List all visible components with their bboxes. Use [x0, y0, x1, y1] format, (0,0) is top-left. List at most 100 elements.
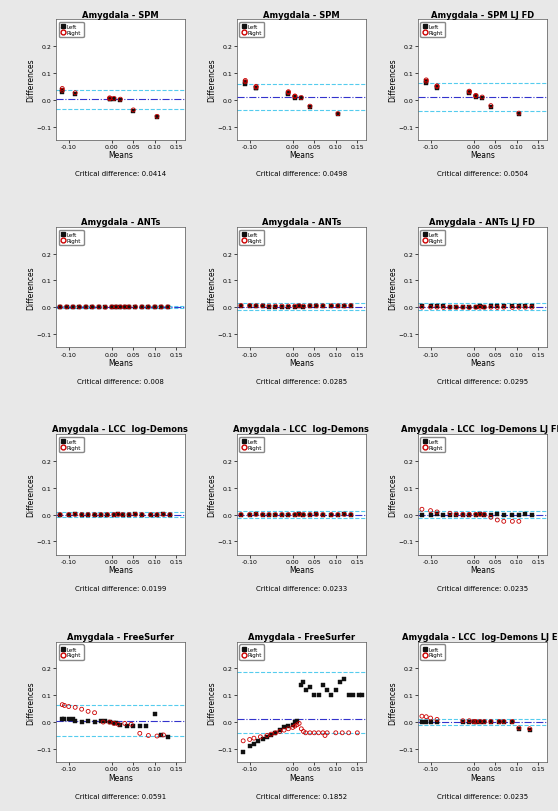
Point [334, 508, 343, 521]
Point [114, 508, 123, 521]
Point [514, 515, 523, 528]
Point [340, 300, 349, 313]
Point [475, 301, 484, 314]
Point [77, 703, 86, 716]
Point [499, 715, 508, 728]
Point [487, 101, 496, 114]
Point [299, 300, 308, 313]
Point [237, 300, 246, 313]
Point [136, 727, 145, 740]
Legend: Left, Right: Left, Right [239, 437, 264, 453]
Point [514, 722, 523, 735]
Point [284, 723, 293, 736]
Point [495, 715, 504, 728]
Point [249, 732, 258, 744]
Point [275, 725, 284, 738]
Point [241, 76, 250, 89]
Point [452, 508, 461, 521]
Point [295, 300, 304, 313]
Point [258, 300, 267, 313]
Point [84, 508, 93, 521]
Point [335, 676, 344, 689]
Point [340, 508, 349, 521]
Point [245, 740, 254, 753]
Point [131, 508, 140, 521]
Point [452, 301, 461, 314]
Point [121, 717, 129, 730]
Point [122, 719, 131, 732]
Point [344, 689, 353, 702]
Point [340, 673, 349, 686]
Point [475, 508, 484, 521]
Text: Critical difference: 0.0414: Critical difference: 0.0414 [75, 171, 166, 178]
Point [157, 729, 166, 742]
Y-axis label: Differences: Differences [26, 58, 35, 102]
Point [297, 92, 306, 105]
Point [267, 729, 276, 742]
Title: Amygdala - LCC  log-Demons: Amygdala - LCC log-Demons [233, 425, 369, 434]
Point [478, 92, 487, 105]
Point [144, 729, 153, 742]
Point [239, 745, 248, 758]
Point [290, 301, 299, 314]
Point [514, 108, 523, 121]
Point [284, 300, 293, 313]
Point [295, 717, 304, 730]
Point [465, 85, 474, 98]
Point [487, 301, 496, 314]
Point [334, 300, 343, 313]
Legend: Left, Right: Left, Right [59, 23, 84, 38]
Point [245, 508, 254, 521]
Point [480, 508, 489, 521]
Point [77, 715, 86, 728]
Point [417, 300, 426, 313]
Point [334, 508, 343, 521]
Point [131, 301, 140, 314]
Point [290, 719, 299, 732]
Point [338, 727, 347, 740]
Point [258, 301, 267, 314]
Point [271, 727, 280, 740]
Point [107, 301, 116, 314]
Point [58, 84, 67, 97]
Point [284, 301, 293, 314]
Point [487, 715, 496, 728]
Point [439, 302, 448, 315]
Point [319, 678, 328, 691]
Legend: Left, Right: Left, Right [59, 645, 84, 660]
Point [426, 504, 435, 517]
Point [58, 713, 67, 726]
Point [60, 713, 69, 726]
Point [136, 719, 145, 732]
Point [417, 508, 426, 521]
Text: Critical difference: 0.0285: Critical difference: 0.0285 [256, 379, 347, 384]
Point [472, 715, 480, 728]
Point [137, 508, 146, 521]
Point [432, 713, 441, 726]
Point [97, 508, 105, 521]
Point [319, 300, 328, 313]
Point [465, 715, 474, 728]
Point [124, 301, 133, 314]
Point [88, 302, 97, 315]
Point [310, 689, 319, 702]
Point [71, 87, 80, 100]
X-axis label: Means: Means [470, 773, 494, 782]
Point [327, 301, 336, 314]
Point [77, 508, 86, 521]
Point [252, 81, 261, 94]
Point [525, 723, 534, 736]
Point [299, 301, 308, 314]
Point [347, 508, 355, 521]
Point [347, 300, 355, 313]
Point [101, 714, 110, 727]
Point [101, 302, 110, 315]
Point [432, 80, 441, 93]
Point [472, 302, 480, 315]
Point [312, 300, 321, 313]
Point [271, 300, 280, 313]
Point [290, 300, 299, 313]
Point [60, 699, 69, 712]
Y-axis label: Differences: Differences [388, 680, 397, 724]
Point [445, 507, 454, 520]
